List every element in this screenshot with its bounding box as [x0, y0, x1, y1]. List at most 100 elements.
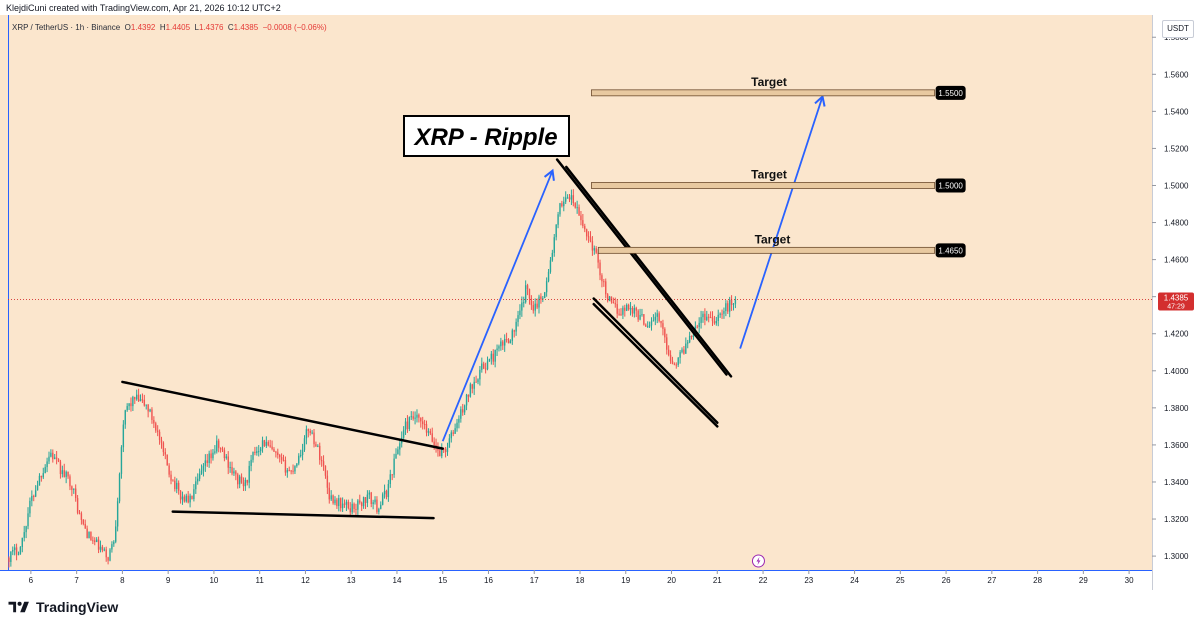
candle-body: [381, 494, 384, 505]
candle-body: [656, 313, 658, 317]
candle-body: [197, 478, 199, 482]
candle-body: [368, 492, 371, 495]
candle-body: [540, 296, 542, 300]
candle-body: [252, 451, 254, 460]
candle-body: [441, 448, 443, 457]
candle-body: [269, 445, 271, 447]
candle-body: [189, 495, 191, 503]
candle-body: [63, 470, 65, 477]
candle-body: [52, 452, 54, 460]
candle-body: [578, 207, 580, 216]
trendline-wedge-lower-b: [592, 302, 719, 428]
candle-body: [288, 470, 290, 472]
candle-body: [547, 271, 550, 282]
candle-body: [137, 394, 140, 402]
candle-body: [349, 508, 351, 513]
trendline-wedge-lower-a: [592, 297, 719, 424]
candle-body: [568, 197, 571, 200]
candle-body: [595, 248, 597, 253]
candle-body: [606, 294, 609, 301]
candle-body: [650, 321, 653, 326]
candle-body: [509, 340, 512, 344]
candle-body: [109, 549, 111, 561]
x-tick-label: 15: [438, 576, 447, 585]
candle-body: [322, 461, 325, 466]
candle-body: [380, 504, 382, 509]
candle-body: [25, 526, 27, 533]
candle-body: [46, 461, 48, 468]
candle-body: [336, 499, 338, 507]
candle-body: [298, 455, 300, 464]
candle-body: [688, 335, 691, 343]
candle-body: [340, 498, 342, 509]
candle-body: [338, 498, 340, 507]
candle-body: [13, 547, 16, 550]
current-price-value: 1.4385: [1164, 293, 1189, 302]
candle-body: [74, 488, 77, 499]
candle-body: [420, 417, 422, 422]
candle-body: [423, 424, 426, 426]
candle-body: [174, 480, 176, 490]
candle-body: [462, 409, 464, 413]
candle-body: [719, 313, 721, 315]
x-tick-label: 13: [347, 576, 356, 585]
candle-body: [679, 352, 681, 358]
candle-body: [616, 304, 618, 314]
candle-body: [301, 449, 304, 456]
candle-body: [223, 450, 226, 459]
target-price-badge: 1.5500: [938, 89, 963, 98]
candle-body: [425, 424, 428, 433]
chart-title-box: XRP - Ripple: [403, 115, 570, 157]
candle-body: [303, 438, 306, 450]
candle-body: [696, 326, 698, 328]
candle-body: [299, 455, 302, 457]
tradingview-branding[interactable]: TradingView: [8, 598, 118, 616]
candle-body: [523, 302, 525, 304]
candle-body: [723, 311, 725, 314]
trendline-wedge-upper-a: [555, 158, 728, 376]
target-price-badge-bg: [935, 243, 966, 258]
candle-body: [311, 432, 313, 434]
candle-body: [580, 215, 582, 221]
candle-body: [258, 451, 260, 453]
candle-body: [279, 455, 281, 458]
candle-body: [208, 453, 210, 463]
symbol-name[interactable]: XRP / TetherUS · 1h · Binance: [12, 23, 121, 32]
candle-body: [256, 451, 258, 453]
candle-body: [36, 485, 39, 491]
close-label: C: [227, 23, 234, 32]
candle-body: [446, 447, 449, 453]
candle-body: [101, 546, 104, 551]
candle-body: [448, 438, 451, 448]
y-tick-label: 1.3800: [1164, 404, 1189, 413]
candle-body: [587, 236, 590, 238]
candle-body: [122, 424, 125, 448]
price-chart[interactable]: 1.3000 1.3200 1.3400 1.3600 1.3800 1.4000 1.42…: [0, 15, 1200, 590]
candle-body: [118, 473, 121, 502]
candle-body: [250, 459, 252, 466]
candle-body: [618, 313, 620, 315]
candle-body: [706, 316, 708, 320]
currency-selector[interactable]: USDT: [1162, 20, 1194, 38]
candle-body: [84, 523, 86, 529]
candle-body: [687, 342, 689, 344]
candle-body: [483, 363, 485, 369]
candle-body: [566, 197, 569, 199]
candle-body: [713, 321, 716, 324]
candle-body: [44, 467, 46, 474]
open-value: 1.4392: [130, 23, 156, 32]
symbol-legend[interactable]: XRP / TetherUS · 1h · Binance O1.4392 H1…: [12, 23, 327, 32]
candle-body: [498, 346, 500, 349]
candle-body: [633, 307, 636, 314]
chart-area[interactable]: 1.3000 1.3200 1.3400 1.3600 1.3800 1.4000 1.42…: [0, 15, 1200, 590]
candle-body: [431, 433, 433, 442]
trendline-wedge-upper-b: [565, 165, 733, 378]
x-tick-label: 22: [759, 576, 768, 585]
candle-body: [639, 314, 641, 320]
candle-body: [576, 207, 578, 209]
candle-body: [179, 490, 182, 500]
candle-body: [31, 495, 33, 501]
candle-body: [364, 497, 367, 503]
candle-body: [488, 359, 491, 362]
candle-body: [160, 439, 163, 443]
